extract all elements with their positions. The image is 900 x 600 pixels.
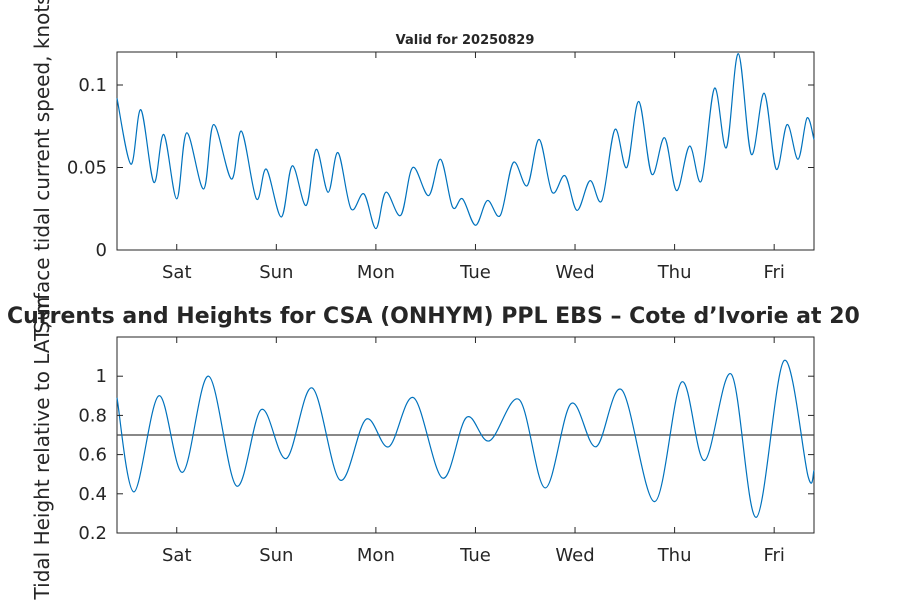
current-speed-x-tick-label: Thu bbox=[657, 262, 692, 283]
current-speed-y-ticks: 0 0.05 0.1 bbox=[67, 75, 814, 261]
current-speed-y-tick-label: 0 bbox=[96, 240, 107, 261]
current-speed-y-axis-label: Surface tidal current speed, knots bbox=[30, 0, 54, 334]
tidal-height-panel: Sat Sun Mon Tue Wed Thu Fri 0.2 0.4 0.6 0.8 1 bbox=[78, 336, 815, 566]
current-speed-x-tick-label: Tue bbox=[459, 262, 491, 283]
current-speed-x-tick-label: Sat bbox=[162, 262, 192, 283]
tidal-height-x-tick-label: Tue bbox=[459, 545, 491, 566]
tidal-height-x-tick-label: Sat bbox=[162, 545, 192, 566]
figure-main-title: Currents and Heights for CSA (ONHYM) PPL… bbox=[7, 304, 860, 329]
tidal-height-y-tick-label: 0.4 bbox=[78, 484, 107, 505]
current-speed-panel: Sat Sun Mon Tue Wed Thu Fri 0 0.05 0.1 Valid for… bbox=[67, 33, 815, 283]
current-speed-y-tick-label: 0.05 bbox=[67, 158, 107, 179]
tidal-height-x-ticks: Sat Sun Mon Tue Wed Thu Fri bbox=[162, 337, 785, 566]
current-speed-series-line bbox=[116, 53, 815, 230]
tidal-height-series-line bbox=[116, 359, 815, 518]
tidal-height-y-tick-label: 1 bbox=[96, 366, 107, 387]
tidal-height-x-tick-label: Fri bbox=[763, 545, 784, 566]
tidal-height-x-tick-label: Thu bbox=[657, 545, 692, 566]
tidal-height-x-tick-label: Wed bbox=[555, 545, 594, 566]
current-speed-y-tick-label: 0.1 bbox=[78, 75, 107, 96]
tidal-height-y-tick-label: 0.6 bbox=[78, 445, 107, 466]
current-speed-x-tick-label: Fri bbox=[763, 262, 784, 283]
current-speed-chart-title: Valid for 20250829 bbox=[396, 33, 535, 48]
tidal-height-y-tick-label: 0.8 bbox=[78, 405, 107, 426]
tidal-height-y-ticks: 0.2 0.4 0.6 0.8 1 bbox=[78, 366, 814, 544]
current-speed-axes-box bbox=[116, 51, 815, 251]
current-speed-x-tick-label: Sun bbox=[259, 262, 293, 283]
tidal-height-x-tick-label: Sun bbox=[259, 545, 293, 566]
current-speed-x-tick-label: Mon bbox=[357, 262, 395, 283]
current-speed-x-tick-label: Wed bbox=[555, 262, 594, 283]
current-speed-x-ticks: Sat Sun Mon Tue Wed Thu Fri bbox=[162, 52, 785, 283]
tidal-height-y-tick-label: 0.2 bbox=[78, 523, 107, 544]
tidal-height-y-axis-label: Tidal Height relative to LAT, m bbox=[30, 297, 54, 600]
tidal-height-x-tick-label: Mon bbox=[357, 545, 395, 566]
